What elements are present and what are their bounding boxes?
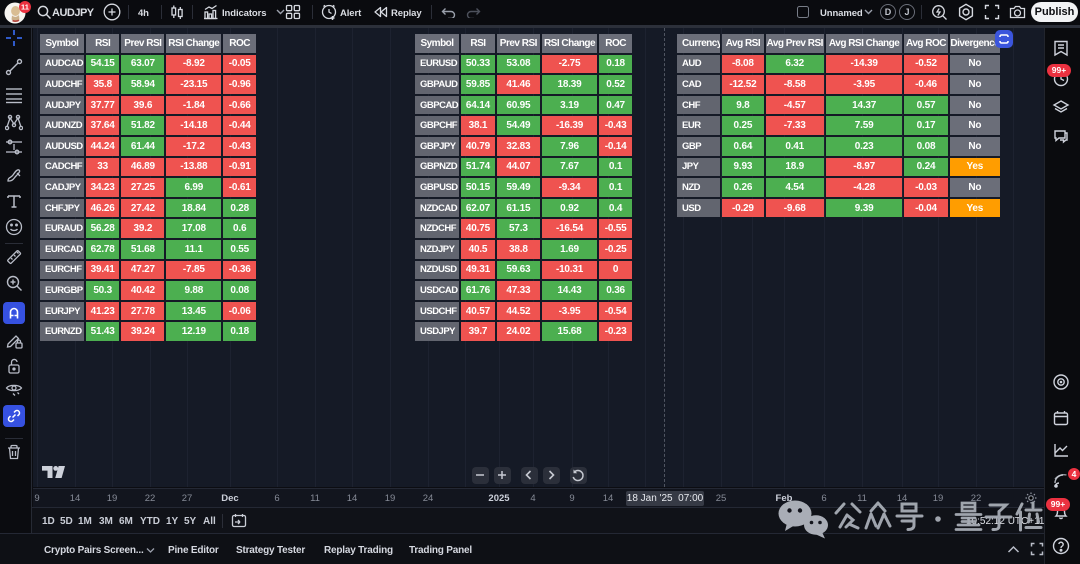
svg-text:11: 11 <box>21 2 29 11</box>
